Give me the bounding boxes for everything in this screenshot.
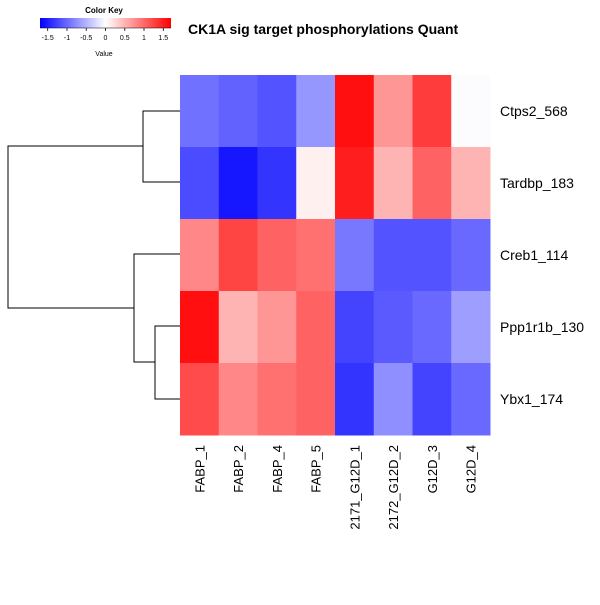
column-label: FABP_4 xyxy=(270,445,285,493)
heatmap-cell-ctps2_568-g12d_3 xyxy=(412,75,452,148)
row-dendrogram xyxy=(7,110,180,400)
heatmap-cell-tardbp_183-fabp_2 xyxy=(218,147,258,220)
heatmap-cell-ppp1r1b_130-fabp_1 xyxy=(180,291,220,364)
column-label: 2171_G12D_1 xyxy=(347,445,362,530)
color-key-tick-label: -0.5 xyxy=(80,35,92,42)
heatmap-cell-tardbp_183-2171_g12d_1 xyxy=(335,147,375,220)
row-label: Creb1_114 xyxy=(500,247,568,263)
heatmap-cell-creb1_114-2172_g12d_2 xyxy=(373,219,413,292)
color-key-tick-label: 1.5 xyxy=(158,35,168,42)
heatmap-cell-ybx1_174-g12d_3 xyxy=(412,363,452,436)
column-label: FABP_1 xyxy=(192,445,207,493)
heatmap-cell-creb1_114-g12d_3 xyxy=(412,219,452,292)
heatmap-cell-ctps2_568-fabp_5 xyxy=(296,75,336,148)
heatmap-cell-ctps2_568-g12d_4 xyxy=(451,75,491,148)
heatmap-cell-ppp1r1b_130-g12d_4 xyxy=(451,291,491,364)
dendrogram-branch-root xyxy=(7,145,143,309)
color-key: Color Key -1.5 -1 -0.5 0 0.5 1 1.5 Value xyxy=(40,6,171,58)
heatmap-cell-creb1_114-fabp_5 xyxy=(296,219,336,292)
heatmap-cell-creb1_114-fabp_1 xyxy=(180,219,220,292)
heatmap-cell-ppp1r1b_130-fabp_4 xyxy=(257,291,297,364)
column-label: FABP_2 xyxy=(231,445,246,493)
column-labels: FABP_1 FABP_2 FABP_4 FABP_5 2171_G12D_1 2172_… xyxy=(192,445,478,530)
heatmap-cell-ctps2_568-2172_g12d_2 xyxy=(373,75,413,148)
heatmap-cell-creb1_114-fabp_4 xyxy=(257,219,297,292)
heatmap-cell-tardbp_183-fabp_5 xyxy=(296,147,336,220)
color-key-tick-label: -1 xyxy=(64,35,70,42)
heatmap-cell-ybx1_174-fabp_1 xyxy=(180,363,220,436)
heatmap-cell-tardbp_183-2172_g12d_2 xyxy=(373,147,413,220)
heatmap-cell-ppp1r1b_130-g12d_3 xyxy=(412,291,452,364)
color-key-tick-label: 1 xyxy=(142,35,146,42)
row-label: Tardbp_183 xyxy=(500,175,574,191)
heatmap-cell-tardbp_183-fabp_1 xyxy=(180,147,220,220)
heatmap-cell-tardbp_183-fabp_4 xyxy=(257,147,297,220)
color-key-tick-label: 0.5 xyxy=(120,35,130,42)
heatmap-cell-ctps2_568-2171_g12d_1 xyxy=(335,75,375,148)
heatmap-cell-tardbp_183-g12d_3 xyxy=(412,147,452,220)
column-label: FABP_5 xyxy=(309,445,324,493)
row-label: Ctps2_568 xyxy=(500,103,568,119)
heatmap-cell-creb1_114-2171_g12d_1 xyxy=(335,219,375,292)
heatmap-cell-ppp1r1b_130-2172_g12d_2 xyxy=(373,291,413,364)
heatmap-cell-ybx1_174-fabp_2 xyxy=(218,363,258,436)
heatmap-cell-ybx1_174-2171_g12d_1 xyxy=(335,363,375,436)
dendrogram-branch-ctps2-tardbp xyxy=(142,110,180,183)
color-key-tick-label: 0 xyxy=(104,35,108,42)
dendrogram-branch-creb1-group xyxy=(133,253,180,363)
heatmap-cell-creb1_114-g12d_4 xyxy=(451,219,491,292)
column-label: 2172_G12D_2 xyxy=(386,445,401,530)
color-key-xlabel: Value xyxy=(95,51,112,58)
row-labels: Ctps2_568 Tardbp_183 Creb1_114 Ppp1r1b_130 Y… xyxy=(500,103,584,407)
heatmap-cells xyxy=(180,75,491,436)
row-label: Ppp1r1b_130 xyxy=(500,319,584,335)
heatmap-cell-tardbp_183-g12d_4 xyxy=(451,147,491,220)
heatmap-cell-ctps2_568-fabp_2 xyxy=(218,75,258,148)
heatmap-cell-ybx1_174-g12d_4 xyxy=(451,363,491,436)
column-label: G12D_4 xyxy=(464,445,479,493)
column-label: G12D_3 xyxy=(425,445,440,493)
heatmap-cell-ybx1_174-2172_g12d_2 xyxy=(373,363,413,436)
heatmap-cell-ppp1r1b_130-fabp_2 xyxy=(218,291,258,364)
heatmap-cell-ctps2_568-fabp_4 xyxy=(257,75,297,148)
color-key-gradient-bar xyxy=(40,18,171,28)
heatmap-cell-ppp1r1b_130-fabp_5 xyxy=(296,291,336,364)
heatmap-cell-creb1_114-fabp_2 xyxy=(218,219,258,292)
color-key-tick-label: -1.5 xyxy=(42,35,54,42)
heatmap-cell-ybx1_174-fabp_5 xyxy=(296,363,336,436)
heatmap-cell-ppp1r1b_130-2171_g12d_1 xyxy=(335,291,375,364)
dendrogram-branch-ppp1r1b-ybx1 xyxy=(154,325,180,400)
heatmap-cell-ctps2_568-fabp_1 xyxy=(180,75,220,148)
heatmap-cell-ybx1_174-fabp_4 xyxy=(257,363,297,436)
color-key-ticks: -1.5 -1 -0.5 0 0.5 1 1.5 xyxy=(40,27,171,42)
chart-title: CK1A sig target phosphorylations Quant xyxy=(188,21,459,37)
color-key-title: Color Key xyxy=(85,6,123,15)
row-label: Ybx1_174 xyxy=(500,391,563,407)
